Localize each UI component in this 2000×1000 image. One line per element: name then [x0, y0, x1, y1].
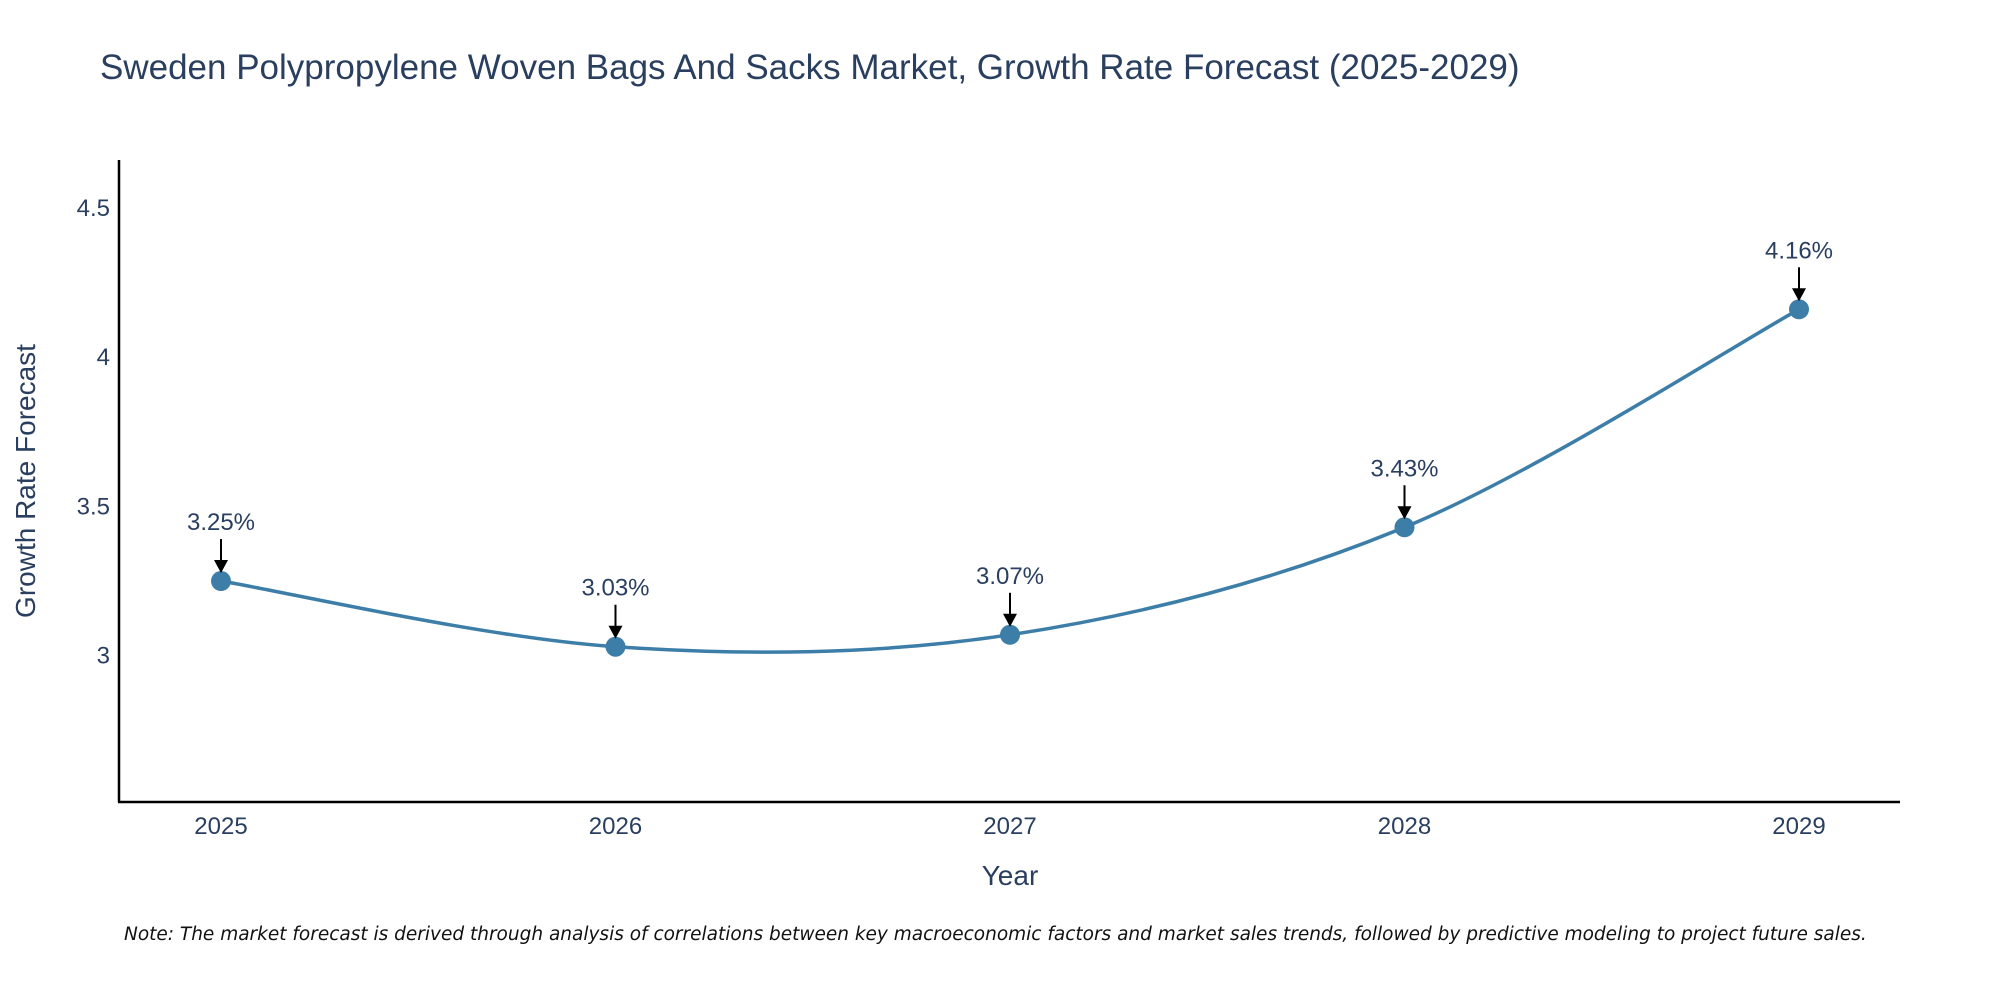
y-tick-label: 4.5 [77, 195, 110, 222]
data-point [1394, 517, 1415, 538]
data-label: 3.25% [187, 509, 255, 536]
x-axis-title: Year [982, 860, 1039, 891]
data-label: 4.16% [1765, 237, 1833, 264]
y-axis-title: Growth Rate Forecast [10, 344, 41, 618]
x-tick-label: 2028 [1378, 813, 1431, 840]
y-tick-label: 3.5 [77, 493, 110, 520]
data-annotations: 3.25% 3.03% 3.07% 3.43% 4.16% [187, 237, 1833, 639]
chart-title: Sweden Polypropylene Woven Bags And Sack… [100, 48, 1520, 87]
data-point [605, 636, 626, 657]
data-markers [211, 299, 1809, 657]
annotation-arrow-head [1792, 288, 1806, 302]
y-tick-label: 4 [97, 344, 110, 371]
y-tick-label: 3 [97, 643, 110, 670]
data-label: 3.07% [976, 563, 1044, 590]
x-tick-label: 2027 [983, 813, 1036, 840]
annotation-arrow-head [608, 625, 623, 639]
x-tick-label: 2026 [589, 813, 642, 840]
data-label: 3.03% [581, 575, 649, 602]
x-tick-label: 2029 [1772, 813, 1825, 840]
footnote: Note: The market forecast is derived thr… [124, 924, 1867, 945]
data-point [1789, 299, 1809, 320]
data-point [1000, 624, 1020, 645]
annotation-arrow-head [1003, 613, 1017, 627]
x-tick-label: 2025 [194, 813, 247, 840]
annotation-arrow-head [214, 560, 228, 574]
x-axis-ticks: 2025 2026 2027 2028 2029 [194, 813, 1825, 840]
data-label: 3.43% [1370, 455, 1438, 482]
annotation-arrow-head [1397, 506, 1412, 520]
data-point [211, 571, 231, 592]
y-axis-ticks: 3 3.5 4 4.5 [77, 195, 110, 670]
